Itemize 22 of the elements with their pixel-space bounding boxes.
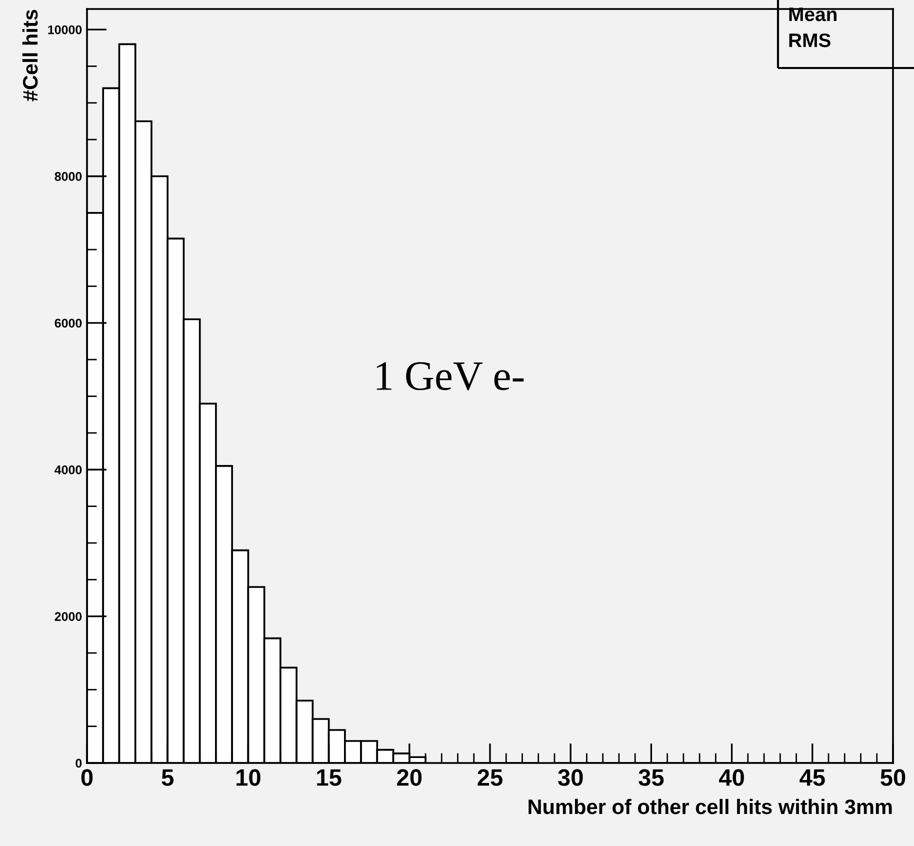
x-tick-label: 35 bbox=[638, 769, 664, 786]
x-tick-label: 20 bbox=[397, 769, 422, 786]
x-tick-label: 15 bbox=[317, 769, 342, 786]
annotation: Mean bbox=[789, 8, 836, 22]
x-tick-label: 25 bbox=[478, 769, 502, 786]
x-tick-label: 5 bbox=[162, 769, 174, 786]
x-tick-label: 40 bbox=[719, 769, 744, 786]
x-tick-label: 30 bbox=[558, 769, 583, 786]
annotation: RMS bbox=[789, 33, 830, 48]
x-tick-label: 10 bbox=[236, 769, 260, 786]
annotation: 1 GeV e- bbox=[376, 362, 524, 390]
y-tick-label: 8000 bbox=[54, 172, 82, 181]
y-tick-label: 10000 bbox=[48, 25, 82, 34]
y-axis-title: #Cell hits bbox=[22, 10, 38, 102]
y-tick-label: 6000 bbox=[54, 318, 82, 328]
x-tick-label: 45 bbox=[800, 769, 825, 786]
y-tick-label: 4000 bbox=[54, 465, 82, 474]
x-tick-label: 50 bbox=[880, 769, 906, 786]
x-tick-label: 0 bbox=[81, 769, 93, 786]
y-tick-label: 0 bbox=[76, 758, 82, 768]
x-axis-title: Number of other cell hits within 3mm bbox=[528, 798, 892, 814]
y-tick-label: 2000 bbox=[54, 612, 82, 621]
